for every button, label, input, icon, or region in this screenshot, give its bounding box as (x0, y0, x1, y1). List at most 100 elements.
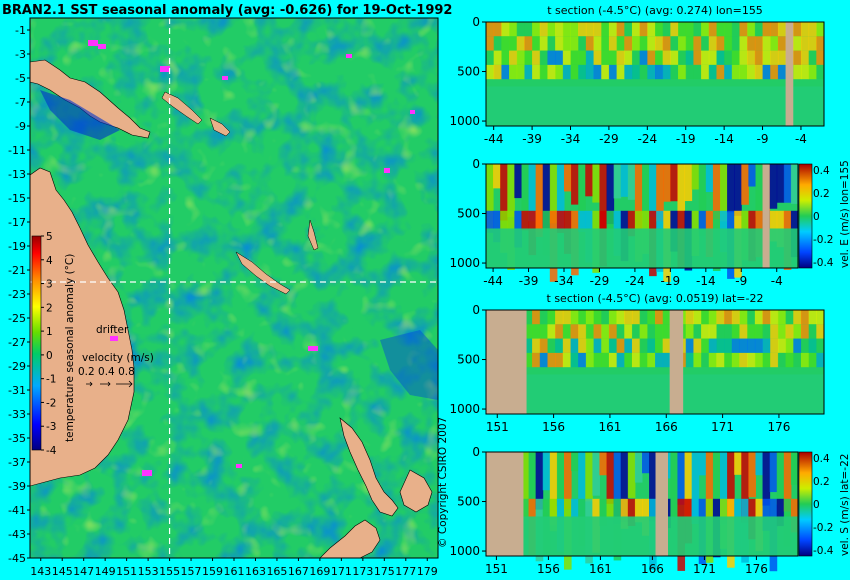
sst-map (30, 18, 438, 558)
lat-tick-label: -23 (8, 288, 26, 301)
section-cell (631, 324, 641, 339)
lat-tick-label: -9 (15, 120, 26, 133)
section-cell (724, 310, 733, 325)
section-frame (485, 451, 799, 557)
section-cell (770, 36, 779, 51)
section-cell (816, 22, 825, 37)
section-cell (521, 210, 530, 231)
section-cell (800, 22, 810, 37)
section-cell (816, 352, 825, 368)
section-cell (662, 352, 671, 368)
section-cell (539, 64, 548, 80)
section-cell (613, 164, 622, 199)
lat-axis: -1 -3 -5 -7 -9 -11 -13 -15 -17 -19 -21 -23 -25 -27 -29… (8, 24, 30, 565)
section-cell (708, 338, 717, 353)
section-cell (524, 36, 533, 51)
section-y-tick-label: 0 (472, 157, 480, 171)
section-cell (578, 64, 587, 80)
section-cell (677, 452, 686, 505)
lat-tick-label: -5 (15, 72, 26, 85)
section-cell (701, 324, 710, 339)
section-cell (808, 310, 817, 325)
section-cell (599, 164, 608, 229)
section-cell (627, 452, 636, 498)
section-cell (691, 498, 700, 520)
section-cell (593, 338, 602, 353)
section-cell (678, 36, 687, 51)
section-cell (785, 324, 794, 339)
section-cell (555, 50, 564, 65)
section-y-tick-label: 1000 (449, 256, 480, 270)
section-cell (547, 64, 556, 80)
section-cell (739, 22, 748, 37)
velocity-colorbar-tick-label: 0.2 (813, 476, 830, 488)
section-cell (608, 324, 618, 339)
section-cell (593, 50, 602, 65)
section-cell (616, 310, 625, 325)
section-y-tick-label: 1000 (449, 402, 480, 416)
section-cell (691, 164, 700, 190)
section-cell (708, 22, 717, 37)
section-cell (816, 310, 825, 325)
section-cell (493, 50, 502, 65)
section-x-tick-label: 156 (542, 420, 565, 434)
lon-tick-label: 153 (138, 565, 159, 578)
section-cell (785, 338, 794, 353)
section-cell (571, 452, 579, 472)
section-cell (639, 50, 648, 65)
section-cell (570, 338, 579, 353)
section-cell (601, 352, 610, 368)
anomaly-colorbar-tick-label: -4 (46, 445, 57, 457)
section-deep-layer (486, 516, 798, 556)
section-cell (793, 64, 802, 80)
section-cell (716, 50, 725, 65)
section-cell (564, 452, 572, 510)
section-panels: t section (-4.5°C) (avg: 0.274) lon=155 -… (449, 4, 850, 576)
section-cell (555, 64, 564, 80)
section-x-tick-label: 176 (745, 562, 768, 576)
section-cell (516, 64, 525, 80)
section-cell (539, 324, 548, 339)
section-cell (747, 338, 756, 353)
lat-tick-label: -45 (8, 552, 26, 565)
section-cell (724, 36, 733, 51)
section-cell (608, 338, 618, 353)
section-cell (808, 22, 817, 37)
section-panel-2: -44 -39 -34 -29 -24 -19 -14 -9 -4 0 500 1000 0.4 0.2 0… (449, 157, 850, 288)
section-cell (585, 338, 595, 353)
anomaly-colorbar-tick-label: 3 (46, 279, 53, 291)
section-title: t section (-4.5°C) (avg: 0.274) lon=155 (547, 4, 763, 17)
section-cell (571, 164, 579, 205)
section-cell (754, 22, 764, 37)
section-cell (734, 164, 742, 216)
section-cell (570, 50, 579, 65)
lat-tick-label: -13 (8, 168, 26, 181)
section-cell (705, 164, 714, 193)
section-cell (755, 164, 764, 217)
section-cell (731, 22, 740, 37)
section-cell (570, 310, 579, 325)
section-cell (716, 352, 725, 368)
lat-tick-label: -3 (15, 48, 26, 61)
lat-tick-label: -7 (15, 96, 26, 109)
section-cell (701, 310, 710, 325)
section-cell (724, 338, 733, 353)
section-cell (754, 64, 764, 80)
section-cell (555, 36, 564, 51)
section-cell (754, 324, 764, 339)
section-cell (486, 210, 494, 233)
section-cell (762, 50, 771, 65)
section-cell (777, 352, 787, 368)
section-cell (754, 338, 764, 353)
section-cell (770, 310, 779, 325)
anomaly-colorbar-tick-label: -1 (46, 374, 56, 386)
section-cell (547, 338, 556, 353)
section-cell (555, 338, 564, 353)
section-cell (685, 352, 694, 368)
section-cell (770, 64, 779, 80)
velocity-colorbar-tick-label: 0.4 (813, 453, 830, 465)
section-cell (509, 36, 518, 51)
section-cell (547, 324, 556, 339)
section-x-tick-label: -39 (522, 132, 542, 146)
new-guinea-land (30, 59, 151, 139)
